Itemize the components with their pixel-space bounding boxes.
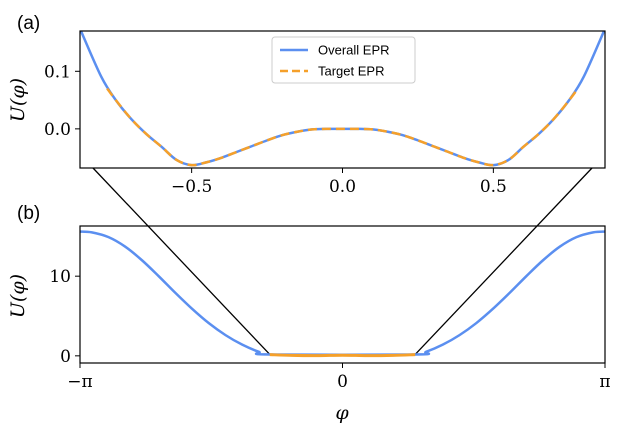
a-x-tick-label: −0.5 — [171, 177, 212, 197]
b-y-tick-label: 10 — [49, 267, 71, 287]
panel-a-y-ticks: 0.0 0.1 — [44, 62, 80, 140]
panel-b-label: (b) — [17, 203, 40, 224]
zoom-connector-right — [414, 167, 593, 355]
panel-a-y-axis-label: U(φ) — [7, 78, 29, 122]
legend-label-target-epr: Target EPR — [318, 64, 384, 79]
panel-b: (b) −π 0 π 0 10 U(φ) φ — [7, 203, 611, 424]
zoom-connector-left — [92, 167, 271, 355]
panel-b-y-ticks: 0 10 — [49, 267, 80, 367]
panel-b-series-overall-epr — [80, 230, 605, 357]
panel-b-y-axis-label: U(φ) — [7, 274, 29, 318]
a-y-tick-label: 0.0 — [44, 120, 71, 140]
panel-b-x-axis-label: φ — [335, 402, 349, 424]
a-x-tick-label: 0.5 — [480, 177, 507, 197]
panel-b-series-target-epr — [269, 353, 416, 358]
panel-a: (a) −0.5 0.0 0.5 0.0 0.1 U(φ) Overall EPR T… — [7, 13, 606, 197]
legend-label-overall-epr: Overall EPR — [318, 43, 390, 58]
b-x-tick-label: π — [599, 372, 610, 392]
b-x-tick-label: 0 — [337, 372, 348, 392]
a-x-tick-label: 0.0 — [329, 177, 356, 197]
b-y-tick-label: 0 — [60, 347, 71, 367]
panel-a-label: (a) — [17, 13, 40, 34]
b-x-tick-label: −π — [67, 372, 92, 392]
panel-a-x-ticks: −0.5 0.0 0.5 — [171, 168, 507, 197]
panel-b-x-ticks: −π 0 π — [67, 363, 611, 392]
panel-b-frame — [79, 225, 606, 364]
panel-a-series-target-epr — [106, 87, 579, 167]
panel-b-plot-area — [80, 230, 605, 358]
panel-a-plot-area — [80, 31, 605, 167]
a-y-tick-label: 0.1 — [44, 62, 71, 82]
legend: Overall EPR Target EPR — [271, 36, 416, 84]
